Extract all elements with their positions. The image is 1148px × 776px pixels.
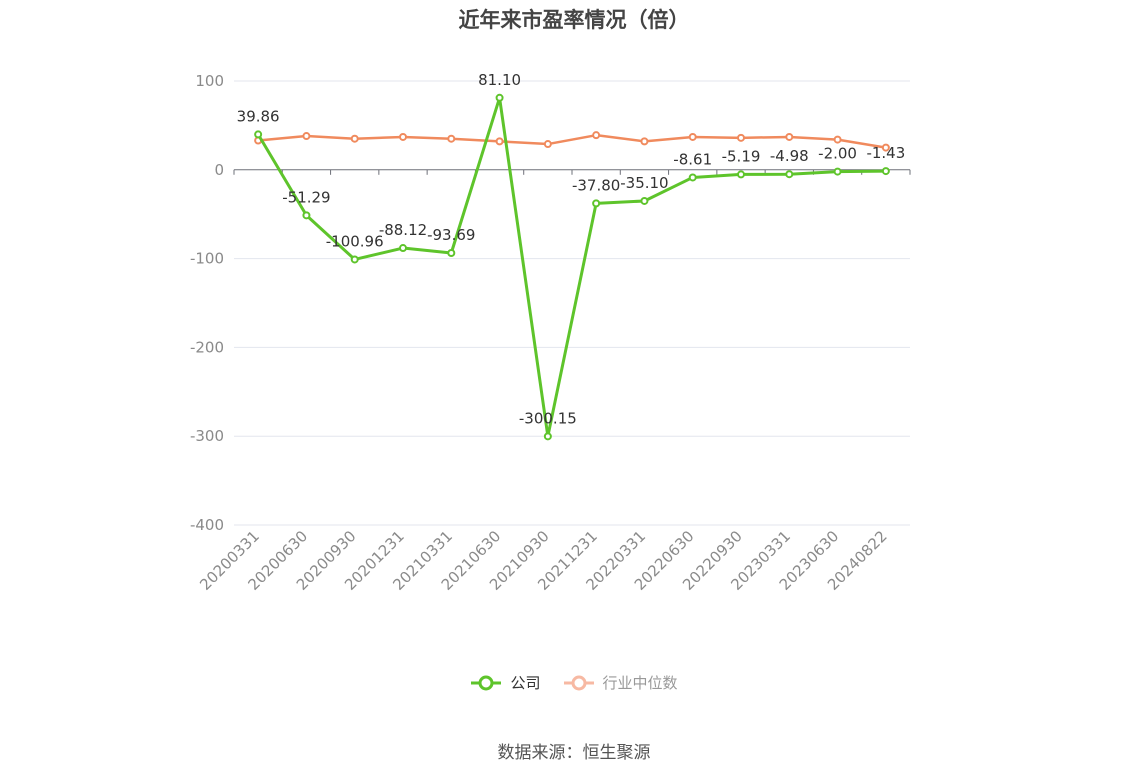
data-point-company — [302, 211, 311, 220]
grid-lines — [234, 80, 910, 526]
data-point-industry — [543, 140, 552, 149]
data-point-company — [833, 167, 842, 176]
data-label-company: -37.80 — [572, 176, 620, 194]
data-source: 数据来源：恒生聚源 — [497, 743, 651, 763]
legend-label-company: 公司 — [510, 674, 541, 692]
data-point-industry — [640, 137, 649, 146]
data-point-company — [350, 255, 359, 264]
data-point-industry — [302, 132, 311, 141]
y-tick-label: -300 — [190, 427, 224, 445]
data-point-industry — [495, 137, 504, 146]
data-labels: 39.86 -51.29 -100.96-88.12 -93.69 81.10 -300.… — [237, 71, 906, 428]
data-label-company: -2.00 — [818, 145, 857, 163]
legend-item-company[interactable]: 公司 — [470, 672, 541, 693]
data-point-company — [543, 432, 552, 441]
data-point-company — [688, 173, 697, 182]
data-point-company — [881, 167, 890, 176]
data-label-company: -35.10 — [620, 174, 668, 192]
data-point-industry — [688, 132, 697, 141]
y-tick-label: -400 — [190, 516, 224, 534]
y-tick-label: -100 — [190, 250, 224, 268]
data-label-company: -1.43 — [866, 144, 905, 162]
chart-title: 近年来市盈率情况（倍） — [458, 8, 690, 32]
data-point-industry — [399, 132, 407, 141]
data-point-industry — [833, 135, 842, 144]
data-point-industry — [881, 143, 890, 152]
data-point-industry — [447, 134, 456, 143]
data-point-company — [495, 93, 504, 102]
legend-label-industry: 行业中位数 — [602, 674, 678, 692]
data-point-company — [737, 170, 745, 179]
data-label-company: 39.86 — [237, 107, 280, 125]
legend-item-industry[interactable]: 行业中位数 — [563, 672, 678, 693]
data-point-company — [447, 248, 456, 257]
series-line-company — [256, 96, 886, 438]
series-line-industry — [258, 133, 887, 149]
data-label-company: 81.10 — [478, 71, 521, 89]
data-point-company — [399, 244, 407, 253]
data-label-company: -300.15 — [519, 409, 577, 427]
data-point-industry — [592, 131, 601, 140]
data-label-company: -93.69 — [427, 226, 475, 244]
legend-industry-icon — [563, 675, 594, 690]
legend: 公司 行业中位数 — [0, 672, 1148, 693]
series — [254, 93, 890, 441]
data-point-industry — [737, 133, 745, 142]
data-label-company: -8.61 — [673, 150, 712, 168]
y-tick-label: 100 — [195, 72, 224, 90]
data-point-company — [785, 170, 794, 179]
data-label-company: -100.96 — [326, 232, 384, 250]
data-label-company: -5.19 — [722, 147, 761, 165]
legend-company-icon — [471, 675, 502, 690]
data-label-company: -88.12 — [379, 221, 427, 239]
data-label-company: -51.29 — [282, 188, 330, 206]
data-point-industry — [785, 132, 794, 141]
data-point-company — [640, 196, 649, 205]
data-point-company — [592, 199, 601, 208]
data-point-industry — [350, 134, 359, 143]
data-point-company — [254, 130, 263, 139]
data-label-company: -4.98 — [770, 147, 809, 165]
y-tick-label: 0 — [214, 161, 224, 179]
y-tick-label: -200 — [190, 338, 224, 356]
